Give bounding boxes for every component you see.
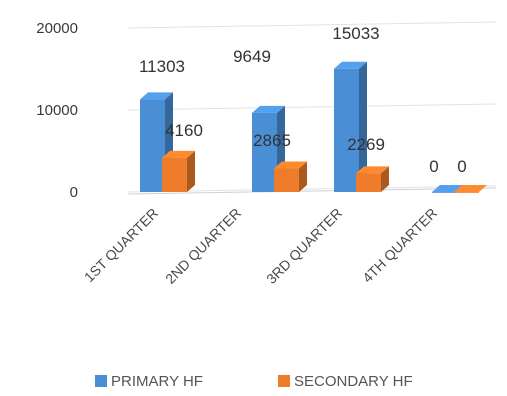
bar-secondary (162, 150, 195, 192)
category-label: 1ST QUARTER (81, 205, 161, 285)
y-tick-label: 20000 (36, 20, 78, 37)
bar-secondary (274, 161, 307, 192)
data-label: 9649 (233, 47, 271, 66)
data-label: 0 (457, 157, 466, 176)
legend-label: PRIMARY HF (111, 373, 203, 390)
bar-secondary-top (162, 150, 195, 158)
data-label: 0 (429, 157, 438, 176)
bar-primary-front (334, 68, 359, 192)
bar-secondary-front (356, 173, 381, 192)
gridline (127, 103, 497, 111)
category-label: 3RD QUARTER (263, 205, 345, 287)
data-label: 15033 (332, 24, 379, 43)
bar-primary-top (140, 92, 173, 100)
bar-secondary-front (454, 192, 479, 193)
bar-secondary-front (162, 157, 187, 192)
bar-primary-top (252, 105, 285, 113)
data-label: 2865 (253, 131, 291, 150)
bar-secondary-side (299, 161, 307, 192)
y-tick-label: 10000 (36, 102, 78, 119)
bar-primary (334, 61, 367, 192)
bar-primary-top (334, 61, 367, 69)
category-label: 4TH QUARTER (359, 205, 440, 286)
category-label: 2ND QUARTER (162, 205, 244, 287)
bar-primary-front (252, 112, 277, 192)
bar-secondary-side (381, 166, 389, 192)
legend-label: SECONDARY HF (294, 373, 413, 390)
legend-swatch (95, 375, 107, 387)
bar-secondary-side (187, 150, 195, 192)
bar-primary-front (140, 99, 165, 192)
legend-swatch (278, 375, 290, 387)
bar-primary-front (432, 192, 457, 193)
y-tick-label: 0 (70, 184, 78, 201)
gridline (127, 21, 497, 29)
gridline (127, 185, 497, 193)
bar-secondary-top (274, 161, 307, 169)
data-label: 2269 (347, 135, 385, 154)
data-label: 4160 (165, 121, 203, 140)
data-label: 11303 (139, 57, 185, 76)
bar-secondary-front (274, 168, 299, 192)
floor-edge (127, 187, 497, 195)
bar-primary-side (359, 61, 367, 192)
bar-secondary-top (356, 166, 389, 174)
bar-secondary-top (454, 185, 487, 192)
bar-secondary (356, 166, 389, 192)
bar-secondary (454, 185, 487, 193)
